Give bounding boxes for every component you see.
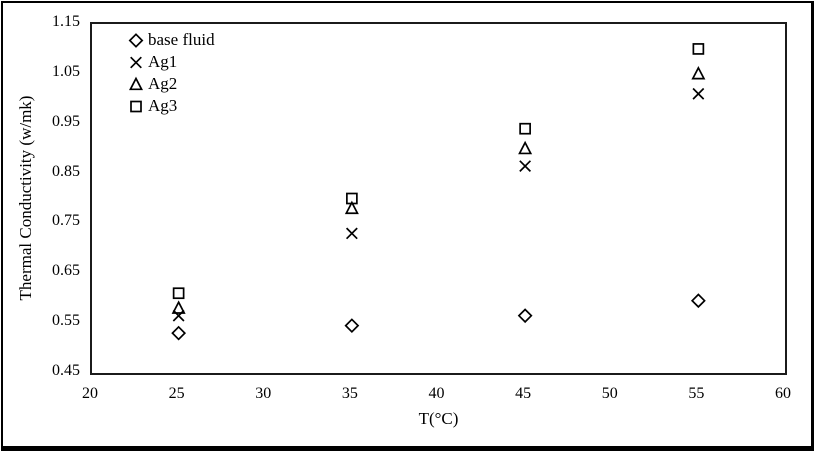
legend-item-label: Ag2 bbox=[148, 74, 178, 93]
data-points-layer bbox=[171, 43, 706, 341]
x-tick-label: 45 bbox=[515, 385, 532, 402]
legend-item: Ag1 bbox=[128, 51, 215, 73]
x-tick-label: 50 bbox=[601, 385, 618, 402]
data-point-marker bbox=[691, 66, 706, 80]
plot-area: base fluid Ag1 Ag2 Ag3 bbox=[90, 22, 787, 375]
data-point-marker bbox=[345, 227, 358, 240]
square-marker-icon bbox=[130, 100, 142, 113]
data-point-marker bbox=[172, 287, 185, 300]
x-tick-label: 60 bbox=[775, 385, 791, 402]
y-tick-label: 0.55 bbox=[52, 312, 80, 330]
data-point-marker bbox=[172, 309, 185, 322]
legend-item-label: base fluid bbox=[148, 30, 215, 49]
data-point-marker bbox=[344, 200, 359, 215]
x-tick-label: 30 bbox=[255, 385, 272, 402]
data-point-marker bbox=[690, 293, 706, 309]
data-point-marker bbox=[346, 192, 358, 205]
y-tick-label: 0.85 bbox=[52, 162, 80, 180]
data-point-marker bbox=[518, 140, 533, 155]
data-point-marker bbox=[692, 87, 705, 100]
x-tick-label: 25 bbox=[168, 385, 185, 402]
data-point-marker bbox=[517, 308, 533, 324]
data-point-marker bbox=[519, 122, 531, 135]
y-tick-label: 0.45 bbox=[52, 362, 80, 379]
triangle-marker-icon bbox=[129, 76, 143, 91]
legend: base fluid Ag1 Ag2 Ag3 bbox=[128, 29, 215, 117]
y-tick-label: 0.95 bbox=[52, 112, 80, 130]
diamond-marker-icon bbox=[128, 33, 144, 48]
data-point-marker bbox=[344, 318, 360, 334]
x-axis-title: T(°C) bbox=[418, 409, 459, 428]
y-tick-label: 0.65 bbox=[52, 262, 80, 280]
data-point-marker bbox=[519, 160, 532, 172]
x-tick-label: 55 bbox=[688, 385, 705, 402]
legend-item: Ag3 bbox=[128, 95, 215, 117]
y-tick-label: 0.75 bbox=[52, 212, 80, 230]
legend-item: base fluid bbox=[128, 29, 215, 51]
legend-item: Ag2 bbox=[128, 73, 215, 95]
x-tick-label: 35 bbox=[341, 385, 358, 402]
legend-item-label: Ag1 bbox=[148, 52, 178, 71]
legend-item-label: Ag3 bbox=[148, 96, 178, 115]
data-point-marker bbox=[171, 300, 186, 314]
x-marker-icon bbox=[130, 56, 142, 69]
y-tick-label: 1.15 bbox=[52, 13, 80, 30]
x-tick-label: 40 bbox=[428, 385, 445, 402]
data-point-marker bbox=[171, 325, 187, 341]
data-point-marker bbox=[692, 43, 705, 55]
y-tick-label: 1.05 bbox=[52, 62, 80, 80]
x-tick-label: 20 bbox=[82, 385, 98, 402]
